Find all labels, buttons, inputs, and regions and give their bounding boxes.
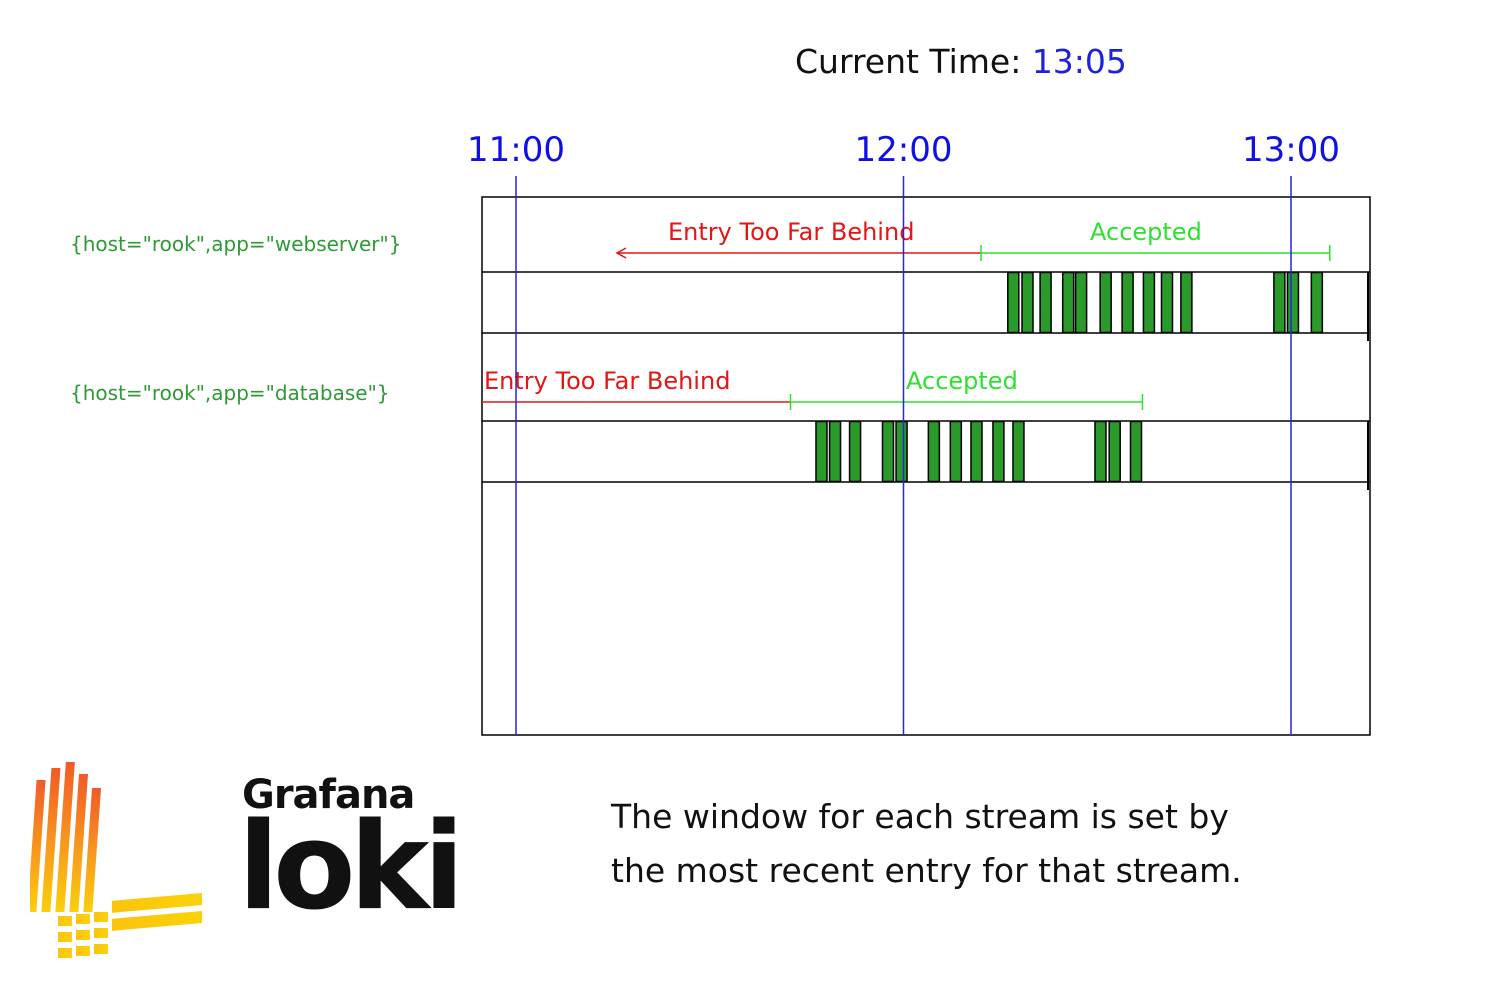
loki-wordmark: loki — [238, 798, 465, 937]
log-entry — [881, 420, 895, 483]
log-entry — [1094, 420, 1107, 483]
rejected-arrowhead — [615, 247, 627, 259]
log-entry — [1021, 271, 1034, 334]
log-entry — [1180, 271, 1193, 334]
loki-logo-icon — [30, 762, 202, 958]
log-entry — [1074, 271, 1088, 334]
rejected-label-database: Entry Too Far Behind — [484, 367, 731, 395]
log-entry — [927, 420, 941, 483]
log-entry — [1286, 271, 1300, 334]
caption-line-2: the most recent entry for that stream. — [611, 851, 1242, 890]
log-entry — [949, 420, 963, 483]
log-entry — [1108, 420, 1121, 483]
tick-label: 11:00 — [467, 130, 565, 170]
current-time-label: Current Time: — [795, 42, 1022, 81]
log-entry — [1273, 271, 1286, 334]
current-time: Current Time: 13:05 — [795, 42, 1127, 81]
caption-line-1: The window for each stream is set by — [611, 797, 1229, 836]
tick-label: 13:00 — [1242, 130, 1340, 170]
grafana-wordmark: Grafana — [242, 772, 415, 818]
log-entry — [1099, 271, 1112, 334]
accepted-label-webserver: Accepted — [1090, 218, 1202, 246]
log-entry — [1012, 420, 1025, 483]
log-entry — [1160, 271, 1174, 334]
log-entry — [992, 420, 1005, 483]
log-entry — [970, 420, 983, 483]
log-entry — [895, 420, 908, 483]
log-entry — [1310, 271, 1324, 334]
stream-label-webserver: {host="rook",app="webserver"} — [70, 232, 402, 256]
log-entry — [828, 420, 842, 483]
log-entry — [1142, 271, 1156, 334]
diagram-frame — [481, 196, 1371, 736]
rejected-label-webserver: Entry Too Far Behind — [668, 218, 915, 246]
tick-label: 12:00 — [854, 130, 953, 170]
current-time-value: 13:05 — [1031, 42, 1127, 81]
caption: The window for each stream is set by the… — [611, 790, 1242, 898]
log-entry — [1121, 271, 1134, 334]
log-entry — [815, 420, 828, 483]
log-entry — [1129, 420, 1143, 483]
stream-label-database: {host="rook",app="database"} — [70, 381, 390, 405]
accepted-label-database: Accepted — [906, 367, 1018, 395]
log-entry — [1007, 271, 1020, 334]
log-entry — [848, 420, 862, 483]
log-entry — [1061, 271, 1075, 334]
log-entry — [1039, 271, 1052, 334]
